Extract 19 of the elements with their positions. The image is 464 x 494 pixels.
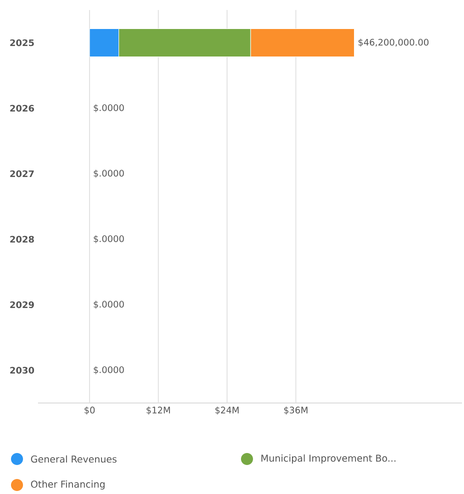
total-label: $.0000: [94, 170, 124, 178]
y-tick-label: 2028: [10, 236, 34, 243]
legend-label: Other Financing: [31, 480, 105, 490]
legend-label: Municipal Improvement Bo...: [261, 454, 396, 464]
x-tick-label: $12M: [146, 406, 170, 415]
y-tick-label: 2029: [10, 301, 34, 308]
y-tick-label: 2025: [10, 39, 34, 46]
legend-label: General Revenues: [31, 455, 117, 463]
y-tick-label: 2026: [10, 104, 34, 112]
total-label: $.0000: [94, 235, 124, 244]
total-label: $.0000: [94, 300, 124, 309]
x-tick-label: $24M: [215, 406, 239, 415]
total-label: $.0000: [94, 104, 124, 112]
y-tick-label: 2030: [10, 366, 34, 374]
y-tick-label: 2027: [10, 170, 34, 178]
x-tick-label: $0: [84, 406, 95, 415]
x-tick-label: $36M: [284, 406, 308, 415]
total-label: $46,200,000.00: [358, 38, 428, 47]
total-label: $.0000: [94, 366, 124, 374]
